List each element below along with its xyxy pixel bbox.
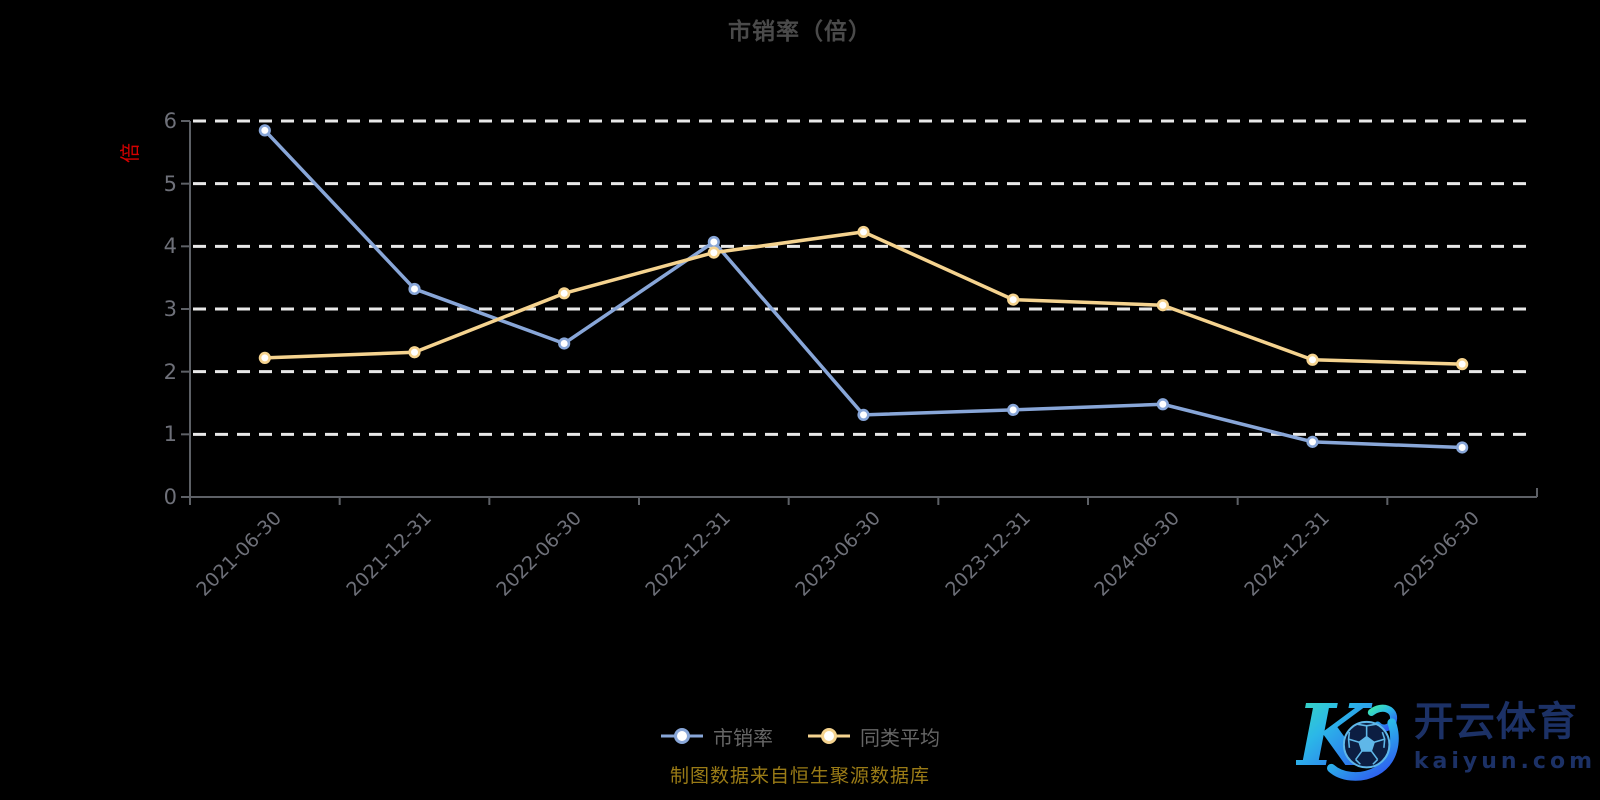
data-point[interactable] — [857, 408, 870, 422]
legend-marker — [661, 728, 703, 744]
legend-item-0[interactable]: 市销率 — [660, 721, 773, 751]
data-point[interactable] — [408, 346, 421, 359]
data-point[interactable] — [558, 337, 571, 350]
y-tick-label: 4 — [163, 234, 177, 259]
watermark-text: 开云体育 kaiyun.com — [1414, 700, 1596, 774]
series-line-0[interactable] — [263, 128, 1464, 450]
data-point[interactable] — [1306, 435, 1319, 448]
data-point[interactable] — [258, 351, 271, 364]
data-point[interactable] — [1007, 293, 1020, 306]
legend: 市销率 同类平均 — [0, 721, 1600, 751]
data-point[interactable] — [408, 282, 421, 296]
y-tick-label: 1 — [163, 422, 177, 447]
data-point[interactable] — [1456, 441, 1469, 454]
y-tick-label: 3 — [163, 297, 177, 321]
data-point[interactable] — [258, 124, 271, 137]
legend-item-1[interactable]: 同类平均 — [807, 721, 940, 751]
kaiyun-watermark[interactable]: K 开云体育 kaiyun.com — [1296, 678, 1596, 796]
data-source-caption: 制图数据来自恒生聚源数据库 — [669, 765, 930, 787]
data-point[interactable] — [1306, 353, 1319, 366]
data-point[interactable] — [707, 235, 720, 249]
data-point[interactable] — [1156, 398, 1169, 411]
watermark-domain: kaiyun.com — [1413, 749, 1596, 774]
chart-title: 市销率（倍） — [728, 19, 872, 45]
data-point[interactable] — [558, 287, 571, 300]
kaiyun-logo: K — [1296, 685, 1399, 785]
y-tick-label: 5 — [163, 171, 177, 196]
data-point[interactable] — [1007, 403, 1020, 416]
data-point[interactable] — [1156, 299, 1169, 312]
data-point[interactable] — [1456, 358, 1469, 371]
data-point[interactable] — [857, 225, 870, 239]
data-point[interactable] — [707, 246, 720, 259]
legend-label: 市销率 — [713, 725, 773, 750]
legend-label: 同类平均 — [860, 725, 940, 750]
y-tick-label: 6 — [163, 109, 177, 133]
soccer-ball-icon — [1342, 720, 1391, 769]
y-tick-label: 2 — [163, 359, 177, 384]
y-tick-label: 0 — [163, 485, 177, 509]
watermark-brand: 开云体育 — [1413, 699, 1578, 745]
legend-marker — [808, 728, 850, 744]
